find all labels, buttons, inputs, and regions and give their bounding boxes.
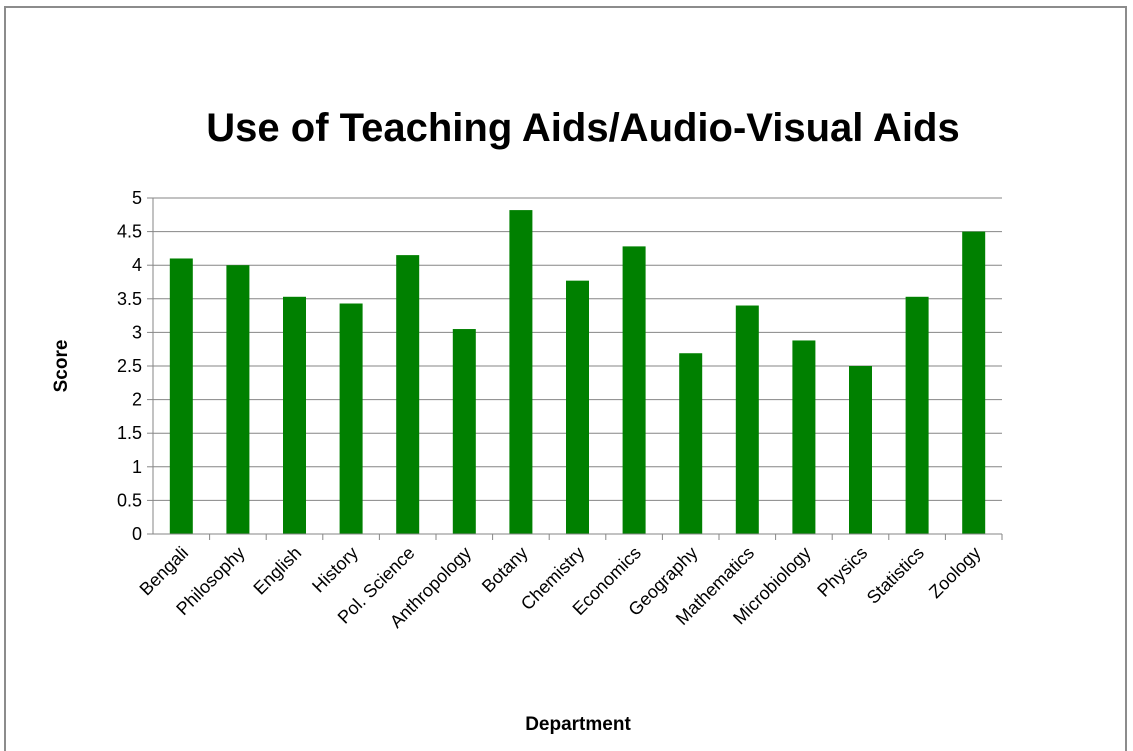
chart-title: Use of Teaching Aids/Audio-Visual Aids — [206, 106, 959, 150]
bars — [169, 210, 986, 534]
bar-bengali — [169, 258, 193, 534]
bar-anthropology — [452, 329, 476, 534]
x-axis-title: Department — [525, 714, 631, 735]
bar-history — [339, 303, 363, 534]
y-tick-label: 0 — [132, 524, 142, 544]
x-tick-label: Botany — [478, 543, 532, 597]
y-axis-title: Score — [51, 340, 72, 393]
y-tick-label: 5 — [132, 188, 142, 208]
bar-geography — [679, 353, 703, 534]
bar-botany — [509, 210, 533, 534]
bar-microbiology — [792, 340, 816, 534]
y-tick-label: 3.5 — [117, 289, 142, 309]
y-tick-label: 4 — [132, 255, 142, 275]
bar-english — [283, 296, 306, 534]
y-tick-labels: 0 0.5 1 1.5 2 2.5 3 3.5 4 4.5 5 — [117, 188, 153, 544]
bar-statistics — [905, 296, 929, 534]
x-tick-label: Bengali — [136, 543, 193, 600]
x-tick-label: Physics — [813, 543, 871, 601]
y-tick-label: 3 — [132, 322, 142, 342]
x-tick-label: Zoology — [925, 543, 984, 602]
x-tick-label: English — [249, 543, 305, 599]
bar-pol-science — [396, 255, 420, 534]
bar-mathematics — [735, 305, 759, 534]
x-tick-label: History — [308, 543, 362, 597]
bar-chemistry — [566, 280, 589, 534]
x-tick-label: Statistics — [863, 543, 928, 608]
bar-economics — [622, 246, 646, 534]
y-tick-label: 2.5 — [117, 356, 142, 376]
y-tick-label: 2 — [132, 390, 142, 410]
bar-zoology — [962, 231, 986, 534]
y-tick-label: 1 — [132, 457, 142, 477]
bar-philosophy — [226, 265, 250, 534]
y-tick-label: 4.5 — [117, 222, 142, 242]
bar-physics — [849, 366, 872, 534]
y-tick-label: 0.5 — [117, 490, 142, 510]
y-tick-label: 1.5 — [117, 423, 142, 443]
